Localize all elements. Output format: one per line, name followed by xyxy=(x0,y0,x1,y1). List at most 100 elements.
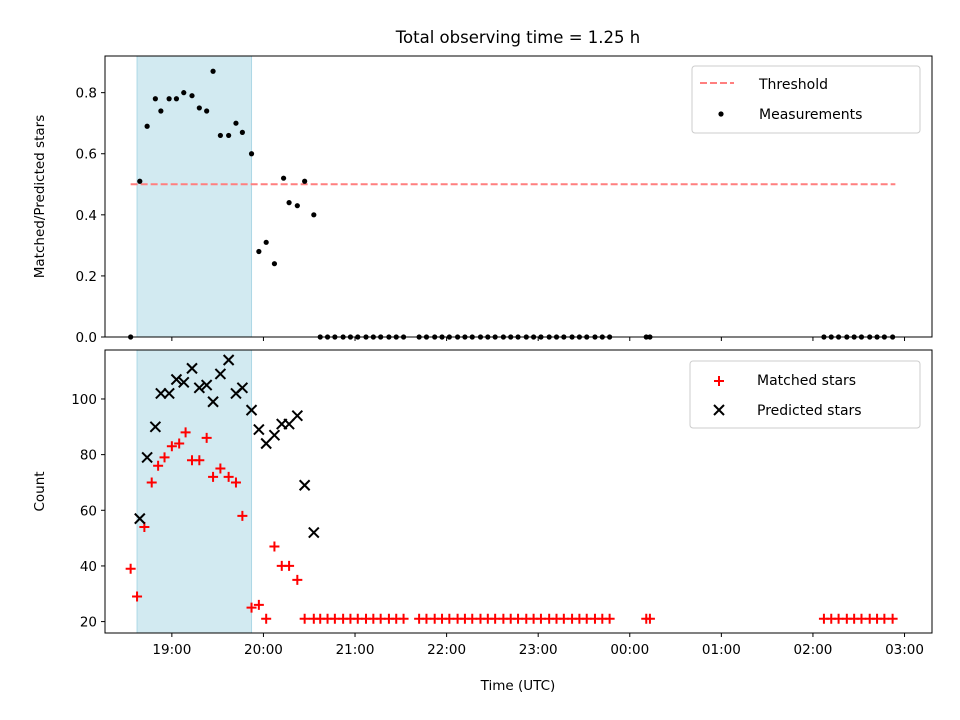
measurement-point xyxy=(416,334,422,340)
matched-point xyxy=(299,613,310,624)
matched-point xyxy=(132,591,143,602)
matched-point xyxy=(159,452,170,463)
measurement-point xyxy=(226,132,232,139)
measurement-point xyxy=(271,261,278,267)
predicted-point xyxy=(134,512,146,525)
top-y-tick-label: 0.4 xyxy=(76,208,97,224)
measurement-point xyxy=(128,334,134,340)
predicted-point xyxy=(149,421,162,433)
measurement-point xyxy=(439,334,445,340)
predicted-point xyxy=(170,373,183,386)
legend-measurements-label: Measurements xyxy=(759,107,862,123)
measurement-point xyxy=(599,334,605,340)
bottom-legend-box xyxy=(689,360,921,429)
predicted-point xyxy=(253,423,265,436)
x-tick-label: 03:00 xyxy=(885,642,924,658)
measurement-point xyxy=(423,334,430,340)
legend-threshold-label: Threshold xyxy=(758,77,828,93)
matched-point xyxy=(604,613,615,624)
predicted-point xyxy=(236,382,249,394)
measurement-point xyxy=(523,334,529,340)
measurement-point xyxy=(561,334,567,340)
measurement-point xyxy=(538,334,544,340)
measurement-point xyxy=(196,105,202,111)
measurement-point xyxy=(851,334,857,340)
predicted-point xyxy=(200,379,213,391)
measurement-point xyxy=(844,334,850,340)
measurement-point xyxy=(858,334,865,340)
measurement-point xyxy=(166,96,172,102)
x-tick-label: 22:00 xyxy=(427,642,466,658)
measurement-point xyxy=(158,108,164,114)
measurement-point xyxy=(181,90,187,96)
measurement-point xyxy=(462,334,468,340)
measurement-point xyxy=(152,96,158,102)
measurement-point xyxy=(294,203,300,209)
measurement-point xyxy=(217,132,223,139)
bottom-axes-frame xyxy=(104,349,933,634)
measurement-point xyxy=(386,334,392,340)
x-tick-label: 01:00 xyxy=(702,642,741,658)
predicted-point xyxy=(207,396,219,408)
measurement-point xyxy=(137,178,143,184)
bottom-legend: Matched stars Predicted stars xyxy=(689,360,921,429)
measurement-point xyxy=(204,108,210,114)
measurement-point xyxy=(210,68,216,74)
top-y-tick-label: 0.2 xyxy=(76,269,97,285)
top-legend: Threshold Measurements xyxy=(691,65,921,134)
matched-point xyxy=(269,541,280,552)
measurement-point xyxy=(477,334,484,340)
matched-point xyxy=(887,613,898,624)
predicted-point xyxy=(308,526,320,539)
matched-point xyxy=(284,560,295,571)
measurement-point xyxy=(432,334,438,340)
measurement-point xyxy=(286,200,292,206)
bottom-y-tick-label: 40 xyxy=(80,559,97,575)
matched-point xyxy=(237,510,248,521)
measurement-point xyxy=(340,334,346,340)
measurement-point xyxy=(248,151,255,157)
predicted-point xyxy=(193,382,206,394)
matched-point xyxy=(230,477,241,488)
legend-predicted-label: Predicted stars xyxy=(757,403,862,419)
top-y-tick-label: 0.6 xyxy=(76,147,97,163)
measurement-point xyxy=(576,334,583,340)
bottom-y-tick-label: 20 xyxy=(80,615,97,631)
predicted-point xyxy=(141,451,153,464)
measurement-point xyxy=(370,334,376,340)
measurement-point xyxy=(546,334,552,340)
measurement-point xyxy=(233,120,239,126)
bottom-y-tick-label: 60 xyxy=(80,503,97,519)
bottom-y-axis-label: Count xyxy=(32,471,48,511)
measurement-point xyxy=(643,334,649,340)
measurement-point xyxy=(828,334,834,340)
measurement-point xyxy=(317,334,323,340)
measurement-point xyxy=(821,334,827,340)
predicted-point xyxy=(298,479,311,491)
measurement-point xyxy=(189,93,195,99)
measurement-point xyxy=(239,129,245,135)
measurement-point xyxy=(874,334,880,340)
measurement-point xyxy=(256,248,262,255)
x-tick-label: 23:00 xyxy=(519,642,558,658)
top-y-axis-label: Matched/Predicted stars xyxy=(32,115,48,278)
measurement-point xyxy=(485,334,491,340)
measurement-point xyxy=(332,334,338,340)
measurement-point xyxy=(881,334,887,340)
measurement-point xyxy=(355,334,361,340)
measurement-point xyxy=(500,334,506,340)
x-tick-label: 19:00 xyxy=(152,642,191,658)
measurement-point xyxy=(607,334,613,340)
matched-point xyxy=(180,427,191,438)
measurement-point xyxy=(553,334,560,340)
measurement-point xyxy=(492,334,498,340)
matched-point xyxy=(146,477,157,488)
measurement-point xyxy=(867,334,873,340)
top-observing-window xyxy=(136,55,253,338)
measurement-point xyxy=(890,334,896,340)
predicted-point xyxy=(163,387,175,400)
matched-point xyxy=(246,602,257,613)
predicted-point xyxy=(155,387,167,400)
measurement-point xyxy=(363,334,369,340)
measurement-point xyxy=(144,123,150,129)
